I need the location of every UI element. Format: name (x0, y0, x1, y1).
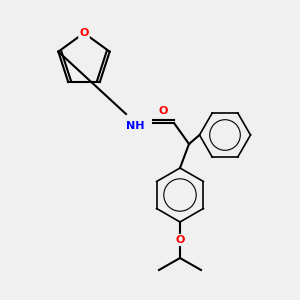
Text: O: O (79, 28, 89, 38)
Text: O: O (159, 106, 168, 116)
Text: O: O (175, 235, 185, 245)
Text: NH: NH (126, 121, 144, 131)
